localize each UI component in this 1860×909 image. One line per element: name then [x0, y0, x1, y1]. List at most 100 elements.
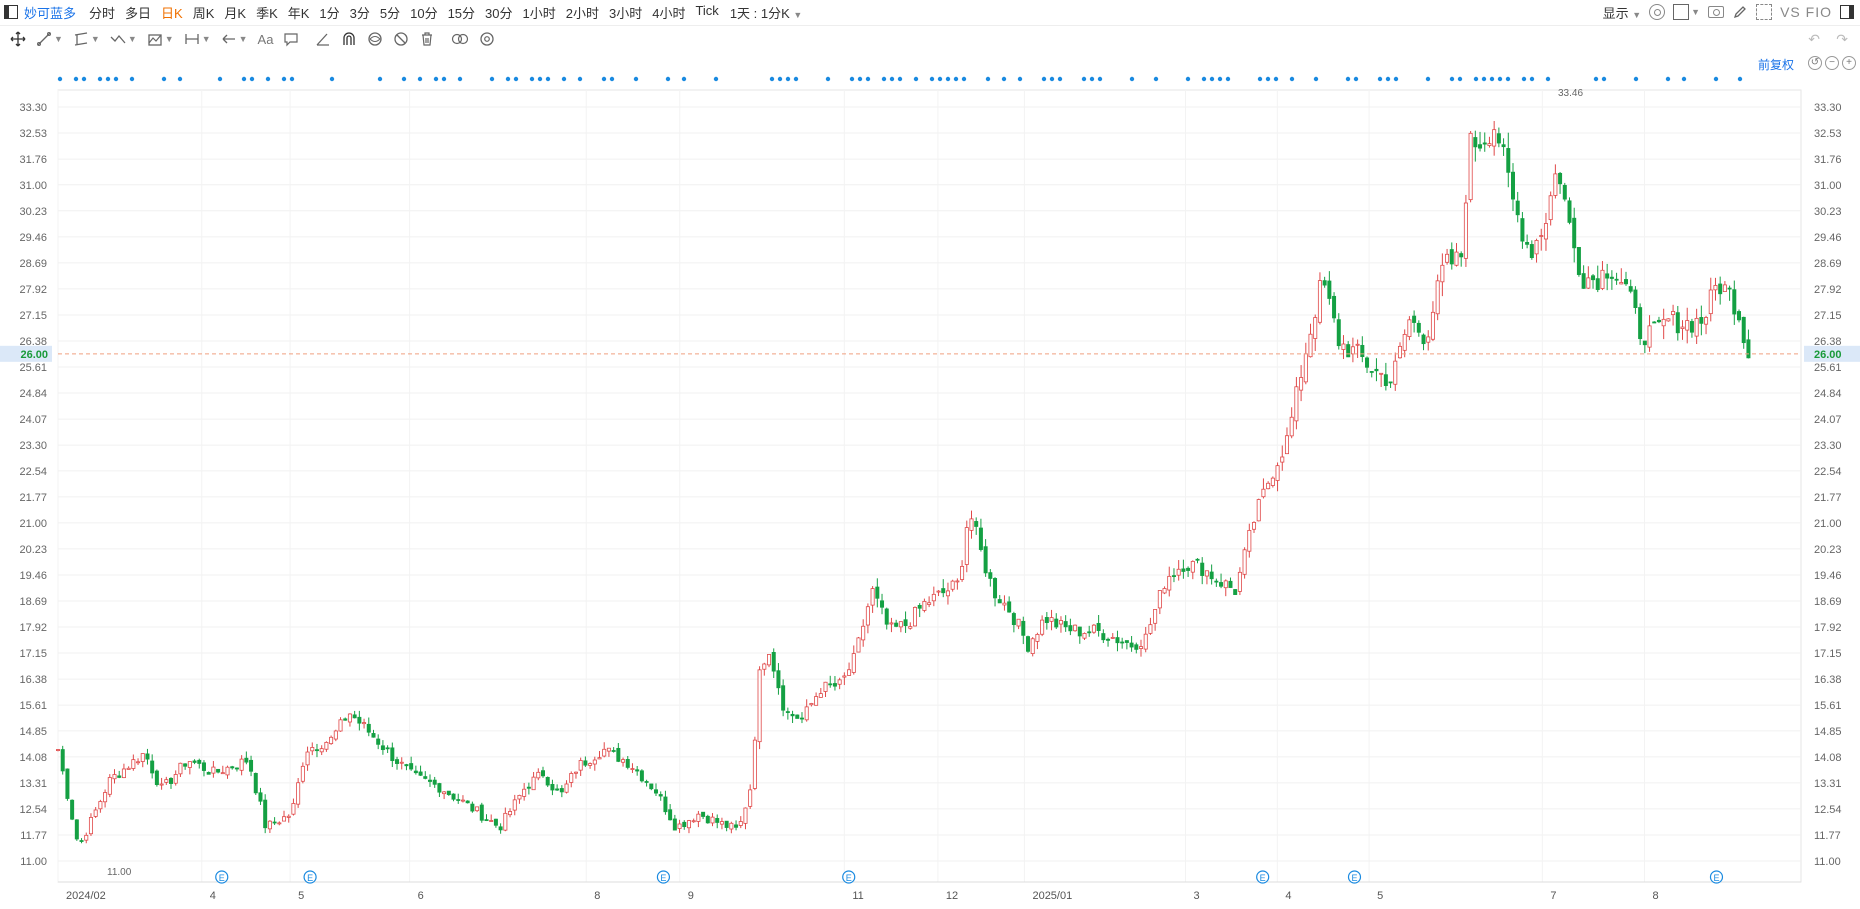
undo-icon[interactable]: ↶ — [1808, 31, 1820, 47]
wave-tool[interactable]: ▼ — [110, 31, 137, 47]
arrow-tool[interactable]: ▼ — [221, 31, 248, 47]
period-tab[interactable]: 2小时 — [565, 5, 599, 21]
layout-menu[interactable]: ▼ — [1673, 4, 1700, 20]
pen-icon[interactable] — [1732, 4, 1748, 20]
signal-dot — [105, 76, 111, 82]
signal-dot — [505, 76, 511, 82]
candle-body — [395, 759, 400, 764]
tool-settings[interactable] — [479, 31, 495, 47]
period-tab[interactable]: 15分 — [447, 5, 476, 21]
period-tab[interactable]: 30分 — [485, 5, 513, 21]
candle-body — [404, 764, 409, 767]
period-tab[interactable]: 分时 — [89, 5, 116, 21]
candle-body — [1496, 133, 1501, 144]
event-marker-circle — [842, 870, 856, 884]
period-tab[interactable]: 年K — [287, 5, 310, 21]
signal-dot — [929, 76, 935, 82]
period-tab[interactable]: 10分 — [410, 5, 438, 21]
comment-tool[interactable] — [283, 31, 299, 47]
y-tick-label: 17.15 — [1814, 648, 1842, 660]
y-tick-label: 17.92 — [19, 622, 47, 634]
signal-dot — [265, 76, 271, 82]
candle-body — [1543, 223, 1548, 240]
candle-body — [376, 738, 381, 745]
move-tool[interactable] — [10, 31, 26, 47]
candle-body — [300, 765, 305, 782]
period-tab[interactable]: 1小时 — [522, 5, 556, 21]
candle-body — [715, 818, 720, 823]
zoom-out-icon[interactable]: − — [1825, 56, 1839, 70]
period-tab[interactable]: 月K — [224, 5, 247, 21]
reset-icon[interactable]: ↺ — [1808, 56, 1822, 70]
display-menu[interactable]: 显示 ▼ — [1603, 3, 1642, 22]
candle-body — [1732, 289, 1737, 315]
candle-body — [1661, 318, 1666, 327]
y-tick-label: 11.00 — [1814, 856, 1841, 868]
hide-tool[interactable] — [393, 31, 409, 47]
measure-tool[interactable]: ▼ — [184, 31, 211, 47]
candle-body — [898, 621, 903, 628]
period-tab[interactable]: 日K — [161, 5, 183, 21]
period-tab[interactable]: 季K — [256, 5, 278, 21]
camera-icon[interactable] — [1708, 6, 1725, 18]
period-tab[interactable]: 1分 — [319, 5, 340, 21]
candle-body — [493, 818, 498, 826]
chevron-down-icon: ▼ — [201, 34, 211, 44]
candle-body — [719, 821, 724, 825]
expand-icon[interactable] — [1756, 4, 1773, 20]
chevron-down-icon: ▼ — [1691, 7, 1701, 17]
candle-body — [121, 768, 126, 779]
signal-dot — [793, 76, 799, 82]
channel-tool[interactable]: ▼ — [73, 31, 100, 47]
signal-dot — [681, 76, 687, 82]
signal-dot — [857, 76, 863, 82]
candle-body — [1336, 319, 1341, 347]
redo-icon[interactable]: ↷ — [1836, 31, 1848, 47]
text-tool[interactable]: Aa — [258, 32, 274, 47]
period-tab[interactable]: 3小时 — [608, 5, 643, 21]
candle-body — [573, 771, 578, 774]
period-tab[interactable]: 4小时 — [652, 5, 686, 21]
angle-tool[interactable] — [315, 31, 331, 47]
adjust-mode-button[interactable]: 前复权 — [1758, 58, 1795, 72]
candle-body — [225, 766, 230, 776]
period-tab[interactable]: 3分 — [349, 5, 370, 21]
line-tool[interactable]: ▼ — [36, 31, 63, 47]
candle-body — [498, 826, 503, 831]
candle-body — [98, 801, 103, 810]
candle-body — [602, 748, 607, 757]
period-tab[interactable]: Tick — [695, 2, 719, 18]
stock-name[interactable]: 妙可蓝多 — [24, 5, 77, 21]
candle-body — [145, 753, 150, 760]
candle-body — [917, 604, 922, 609]
gear-icon[interactable] — [1649, 4, 1666, 20]
candle-body — [1181, 568, 1186, 572]
zoom-in-icon[interactable]: + — [1842, 56, 1856, 70]
compare-tool[interactable] — [451, 31, 469, 47]
magnet-tool[interactable] — [341, 31, 357, 47]
y-tick-label: 31.00 — [1814, 180, 1842, 192]
candle-body — [738, 821, 743, 826]
vs-button[interactable]: VS FIO — [1780, 4, 1832, 20]
sidebar-toggle-icon[interactable] — [4, 5, 18, 19]
y-tick-label: 28.69 — [1814, 258, 1842, 270]
candle-body — [1091, 624, 1096, 633]
candle-body — [475, 806, 480, 812]
period-tab[interactable]: 5分 — [379, 5, 401, 21]
toolbar-right: 显示 ▼ ▼ VS FIO — [1603, 0, 1854, 24]
period-tab[interactable]: 多日 — [125, 5, 152, 21]
period-tab[interactable]: 周K — [192, 5, 215, 21]
candle-body — [230, 766, 235, 769]
period-select[interactable]: 1天 : 1分K ▼ — [724, 3, 809, 22]
candle-body — [1068, 625, 1073, 632]
candle-body — [352, 714, 357, 719]
candle-body — [828, 683, 833, 686]
candle-body — [1317, 280, 1322, 323]
candle-body — [432, 779, 437, 785]
delete-tool[interactable] — [419, 31, 435, 47]
y-tick-label: 16.38 — [19, 674, 47, 686]
eye-tool[interactable] — [367, 31, 383, 47]
pattern-tool[interactable]: ▼ — [147, 31, 174, 47]
right-panel-toggle-icon[interactable] — [1840, 5, 1854, 19]
